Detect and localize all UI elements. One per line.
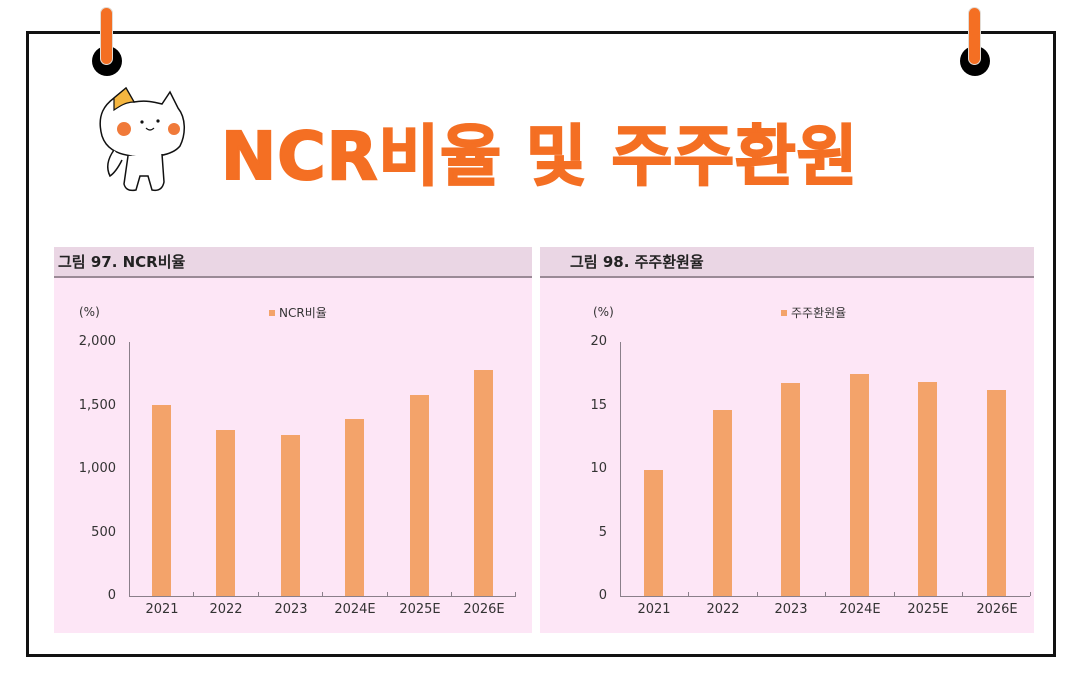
page-title: NCR비율 및 주주환원 [220,117,859,196]
y-axis-unit: (%) [79,305,100,319]
bar-2024E [850,374,869,596]
x-axis [129,596,516,597]
x-tickmark [894,592,895,596]
y-tick-label: 5 [598,525,607,540]
chart-legend: NCR비율 [269,304,327,321]
x-axis [620,596,1030,597]
x-tickmark [688,592,689,596]
y-tick-label: 2,000 [78,334,116,349]
y-tick-label: 1,500 [78,398,116,413]
chart-panel-ncr: 그림 97. NCR비율 (%) NCR비율 2,000 1,500 1,000… [54,247,532,633]
x-tick-label: 2024E [334,602,376,617]
y-axis-unit: (%) [593,305,614,319]
bar-2021 [644,470,663,596]
plot-area: 2021 2022 2023 2024E 2025E 2026E [129,342,516,617]
x-tick-label: 2023 [774,602,808,617]
y-tick-label: 1,000 [78,461,116,476]
x-tick-label: 2023 [274,602,308,617]
x-tickmark [322,592,323,596]
x-tickmark [515,592,516,596]
y-tick-label: 10 [590,461,607,476]
bar-2023 [781,383,800,596]
bar-2026E [987,390,1006,596]
bar-2022 [713,410,732,596]
bar-2025E [410,395,429,596]
x-tick-label: 2021 [637,602,671,617]
x-tickmark [757,592,758,596]
chart-caption: 그림 98. 주주환원율 [540,247,1034,278]
chart-legend: 주주환원율 [781,304,846,321]
x-tick-label: 2021 [145,602,179,617]
legend-swatch-icon [269,309,275,316]
bar-2023 [281,435,300,596]
x-tickmark [193,592,194,596]
binder-clip-left-front [101,8,112,64]
y-tick-label: 0 [107,588,116,603]
x-tick-label: 2022 [706,602,740,617]
bar-2021 [152,405,171,596]
x-tick-label: 2024E [839,602,881,617]
bar-2026E [474,370,493,596]
x-tickmark [387,592,388,596]
chart-panel-shareholder-return: 그림 98. 주주환원율 (%) 주주환원율 20 15 10 5 0 2021… [540,247,1034,633]
legend-label: NCR비율 [279,306,327,320]
bar-2024E [345,419,364,596]
plot-area: 2021 2022 2023 2024E 2025E 2026E [620,342,1031,617]
x-tick-label: 2022 [209,602,243,617]
legend-swatch-icon [781,309,787,316]
x-tick-label: 2026E [976,602,1018,617]
y-tick-label: 0 [598,588,607,603]
binder-clip-right-icon [969,8,980,64]
x-tickmark [962,592,963,596]
bar-2022 [216,430,235,596]
x-tick-label: 2026E [463,602,505,617]
y-tick-label: 20 [590,334,607,349]
saluting-cat-icon [99,86,185,192]
chart-caption: 그림 97. NCR비율 [54,247,532,278]
x-tickmark [1030,592,1031,596]
x-tickmark [258,592,259,596]
bar-2025E [918,382,937,596]
x-tickmark [825,592,826,596]
x-tick-label: 2025E [399,602,441,617]
legend-label: 주주환원율 [791,306,847,320]
y-tick-label: 500 [91,525,116,540]
y-axis [129,342,130,596]
y-axis [620,342,621,596]
x-tick-label: 2025E [907,602,949,617]
x-tickmark [451,592,452,596]
y-tick-label: 15 [590,398,607,413]
